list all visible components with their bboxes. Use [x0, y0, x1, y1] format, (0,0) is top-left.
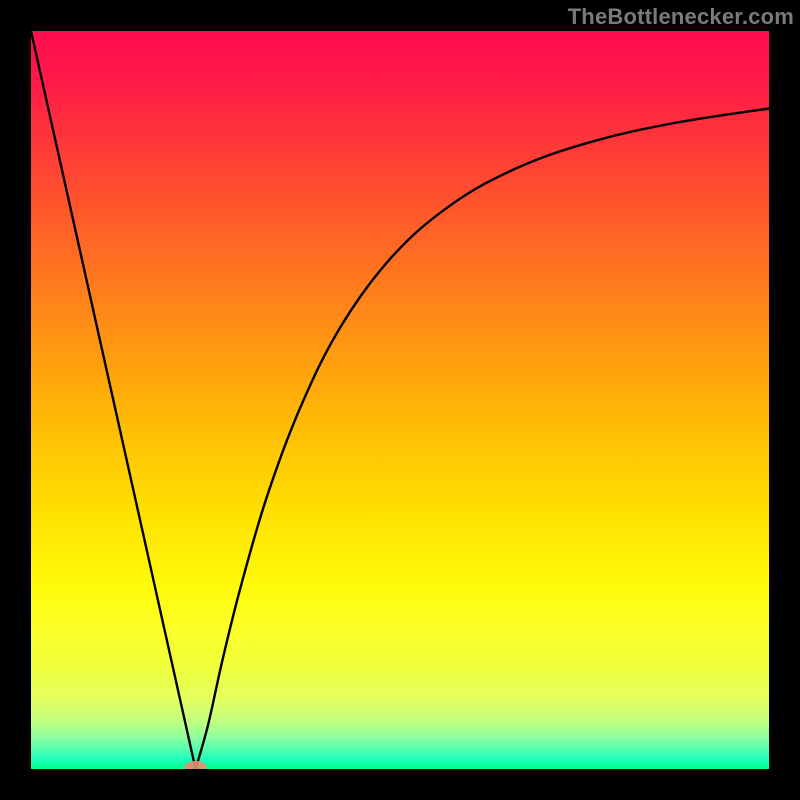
gradient-background — [31, 31, 769, 769]
chart-container: TheBottlenecker.com — [0, 0, 800, 800]
watermark-text: TheBottlenecker.com — [568, 4, 794, 30]
bottleneck-curve-chart — [31, 31, 769, 769]
plot-area — [31, 31, 769, 769]
